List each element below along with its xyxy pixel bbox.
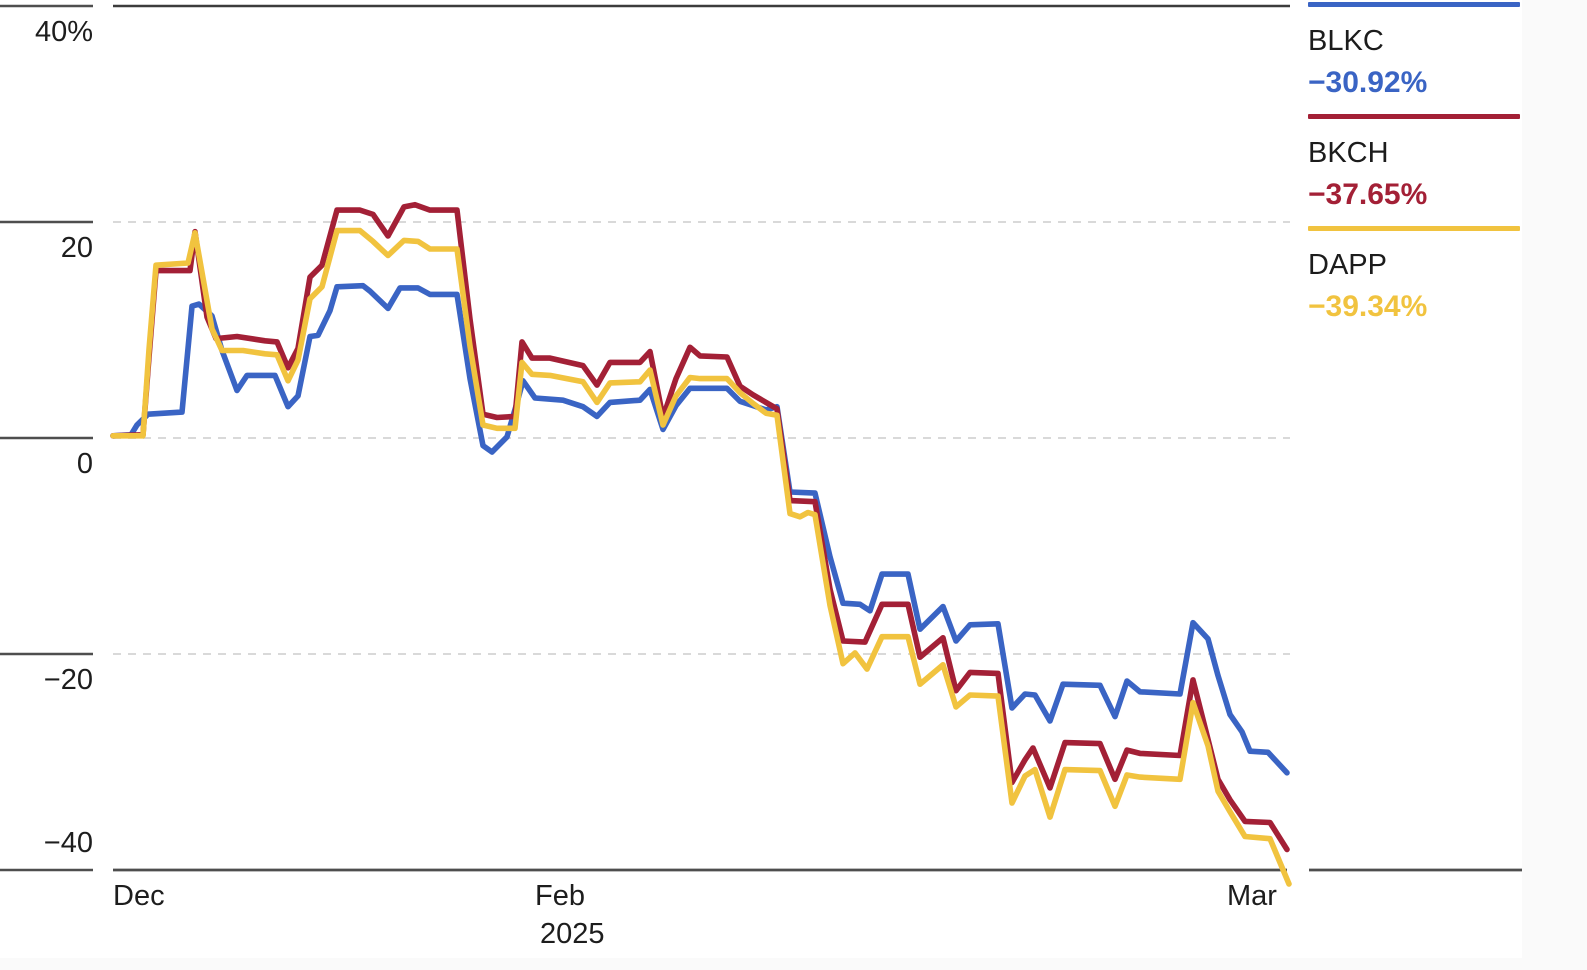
x-axis-label-mar: Mar bbox=[1227, 880, 1277, 912]
legend-color-bar-blkc bbox=[1308, 2, 1520, 7]
legend-value-bkch: −37.65% bbox=[1308, 177, 1428, 211]
y-axis-label-20: 20 bbox=[60, 232, 93, 264]
x-axis-label-dec: Dec bbox=[113, 880, 165, 912]
legend-entry-dapp: DAPP −39.34% bbox=[1308, 226, 1520, 322]
y-axis-label-0: 0 bbox=[76, 448, 93, 480]
series-line-dapp[interactable] bbox=[110, 227, 1292, 887]
legend-ticker-blkc: BLKC bbox=[1308, 25, 1384, 57]
legend-entry-bkch: BKCH −37.65% bbox=[1308, 114, 1520, 210]
chart-card bbox=[0, 0, 1522, 958]
series-line-bkch[interactable] bbox=[110, 201, 1290, 853]
legend-ticker-dapp: DAPP bbox=[1308, 249, 1387, 281]
legend-ticker-bkch: BKCH bbox=[1308, 137, 1389, 169]
legend-color-bar-dapp bbox=[1308, 226, 1520, 231]
x-axis-label-feb: Feb bbox=[535, 880, 585, 912]
legend-color-bar-bkch bbox=[1308, 114, 1520, 119]
x-axis-year-label: 2025 bbox=[540, 918, 605, 950]
y-axis-label-40: 40% bbox=[34, 16, 93, 48]
legend-value-blkc: −30.92% bbox=[1308, 65, 1428, 99]
legend-value-dapp: −39.34% bbox=[1308, 289, 1428, 323]
y-axis-label--40: −40 bbox=[43, 827, 93, 859]
y-axis-label--20: −20 bbox=[43, 664, 93, 696]
legend-entry-blkc: BLKC −30.92% bbox=[1308, 2, 1520, 98]
series-line-blkc[interactable] bbox=[110, 282, 1290, 776]
